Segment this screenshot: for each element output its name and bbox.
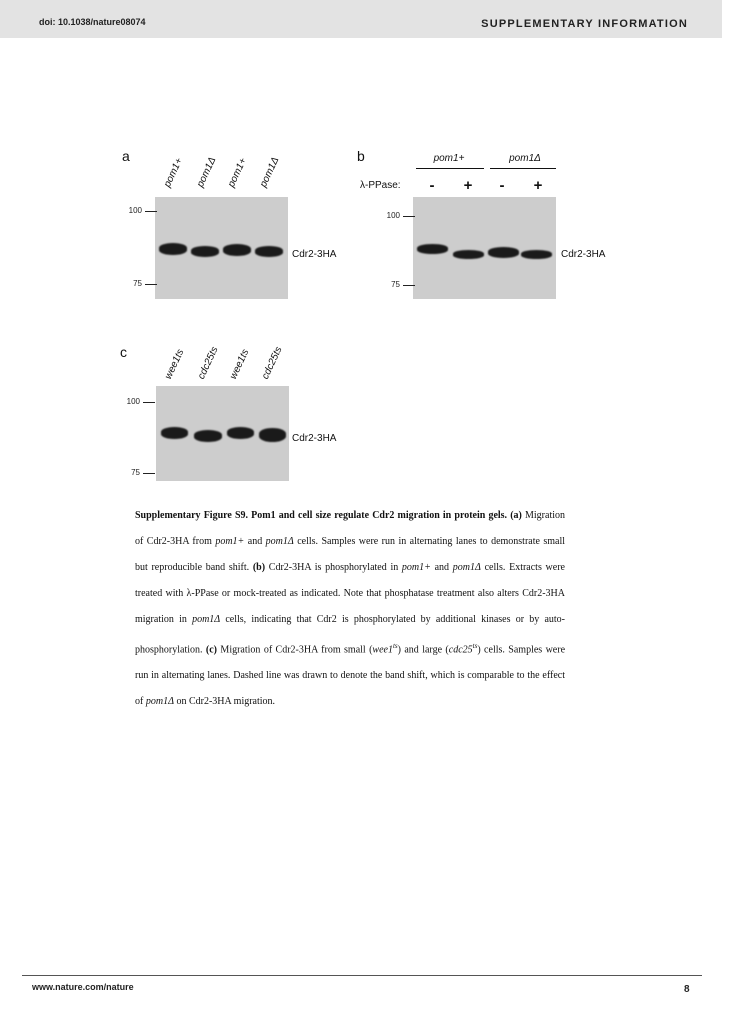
panel-c-lane-3: wee1ts bbox=[228, 347, 252, 381]
panel-c-band-1 bbox=[161, 427, 188, 439]
panel-a-tick-75 bbox=[145, 284, 157, 285]
panel-b-band-4 bbox=[521, 250, 552, 259]
panel-a-lane-2: pom1Δ bbox=[195, 155, 219, 189]
panel-c-band-label: Cdr2-3HA bbox=[292, 433, 337, 444]
panel-c-band-2 bbox=[194, 430, 222, 442]
panel-b-treatment-3: - bbox=[499, 177, 505, 194]
panel-c-tick-75 bbox=[143, 473, 155, 474]
page-header: doi: 10.1038/nature08074 SUPPLEMENTARY I… bbox=[0, 0, 722, 38]
panel-b-group-1: pom1+ bbox=[433, 153, 465, 164]
panel-b-ppase-label: λ-PPase: bbox=[360, 180, 401, 191]
panel-b-mw-75: 75 bbox=[391, 280, 400, 289]
panel-c-tick-100 bbox=[143, 402, 155, 403]
panel-b-treatment-4: + bbox=[533, 177, 543, 194]
panel-c-lane-2: cdc25ts bbox=[196, 345, 221, 381]
page-number: 8 bbox=[684, 984, 690, 995]
panel-b-treatment-1: - bbox=[429, 177, 435, 194]
panel-c-mw-75: 75 bbox=[131, 468, 140, 477]
panel-a-lane-1: pom1+ bbox=[162, 156, 186, 189]
panel-c-lane-4: cdc25ts bbox=[260, 345, 285, 381]
panel-b-group-2: pom1Δ bbox=[509, 153, 541, 164]
panel-c-label: c bbox=[120, 344, 127, 360]
panel-b-tick-100 bbox=[403, 216, 415, 217]
panel-b-label: b bbox=[357, 148, 365, 164]
figure-caption: Supplementary Figure S9. Pom1 and cell s… bbox=[135, 510, 566, 708]
panel-b-group-1-line bbox=[416, 168, 484, 169]
panel-a-mw-100: 100 bbox=[128, 206, 142, 215]
panel-b-band-1 bbox=[417, 244, 448, 254]
panel-a-mw-75: 75 bbox=[133, 279, 142, 288]
footer-url[interactable]: www.nature.com/nature bbox=[32, 982, 134, 992]
footer-rule bbox=[22, 975, 702, 976]
panel-a-blot bbox=[155, 197, 288, 299]
doi-text: doi: 10.1038/nature08074 bbox=[39, 17, 146, 27]
panel-a-lane-4: pom1Δ bbox=[258, 155, 282, 189]
panel-a-band-1 bbox=[159, 243, 187, 255]
panel-a-label: a bbox=[122, 148, 130, 164]
panel-a-band-3 bbox=[223, 244, 251, 256]
panel-b-treatment-2: + bbox=[463, 177, 473, 194]
panel-c-band-3 bbox=[227, 427, 254, 439]
panel-a-tick-100 bbox=[145, 211, 157, 212]
panel-c-blot bbox=[156, 386, 289, 481]
caption-title: Supplementary Figure S9. Pom1 and cell s… bbox=[135, 510, 508, 521]
panel-b-blot bbox=[413, 197, 556, 299]
section-title: SUPPLEMENTARY INFORMATION bbox=[481, 18, 688, 30]
panel-a-lane-3: pom1+ bbox=[226, 156, 250, 189]
panel-b-band-2 bbox=[453, 250, 484, 259]
panel-c-mw-100: 100 bbox=[126, 397, 140, 406]
panel-b-tick-75 bbox=[403, 285, 415, 286]
panel-c-band-4 bbox=[259, 428, 286, 442]
panel-a-band-label: Cdr2-3HA bbox=[292, 249, 337, 260]
panel-b-band-label: Cdr2-3HA bbox=[561, 249, 606, 260]
panel-c-lane-1: wee1ts bbox=[163, 347, 187, 381]
panel-a-band-2 bbox=[191, 246, 219, 257]
panel-b-group-2-line bbox=[490, 168, 556, 169]
panel-b-band-3 bbox=[488, 247, 519, 258]
panel-b-mw-100: 100 bbox=[386, 211, 400, 220]
panel-a-band-4 bbox=[255, 246, 283, 257]
